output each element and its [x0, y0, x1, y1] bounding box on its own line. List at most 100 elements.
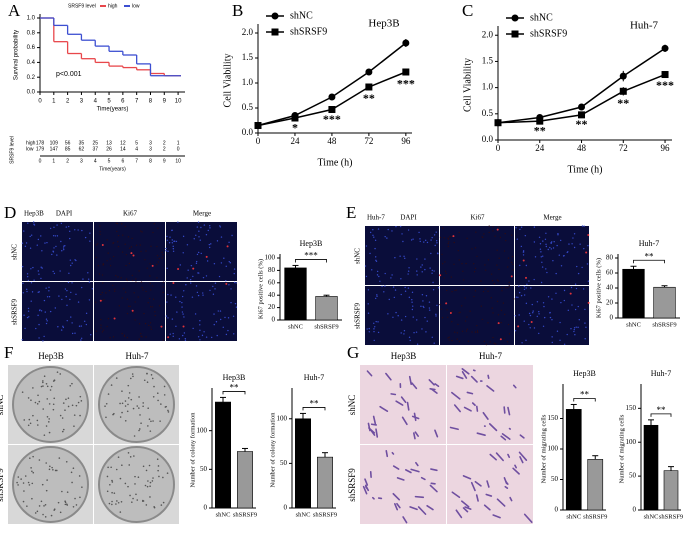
colony: [71, 382, 73, 385]
nucleus: [506, 341, 509, 343]
nucleus: [179, 300, 181, 303]
migrated-cell: [462, 475, 472, 480]
significance-bracket: [302, 407, 326, 411]
nucleus: [208, 243, 211, 246]
chart-title: Huh-7: [651, 369, 671, 378]
nucleus: [37, 270, 40, 272]
ki67-spot: [177, 267, 180, 270]
nucleus: [37, 238, 40, 241]
micrograph: [440, 286, 514, 345]
nucleus: [457, 323, 459, 326]
nucleus: [149, 275, 151, 277]
nucleus: [175, 240, 178, 243]
nucleus: [228, 260, 230, 263]
nucleus: [205, 234, 208, 236]
migrated-cell: [482, 411, 489, 420]
nucleus: [59, 270, 61, 272]
significance: ***: [323, 112, 341, 126]
colony: [43, 375, 46, 378]
migrated-cell: [391, 451, 395, 455]
nucleus: [235, 282, 237, 284]
colony: [66, 491, 69, 493]
colony: [127, 485, 129, 488]
nucleus: [473, 263, 475, 265]
nucleus: [464, 297, 466, 299]
nucleus: [49, 310, 52, 313]
nucleus: [169, 236, 171, 238]
migrated-cell: [503, 406, 506, 414]
y-tick-label: 0.5: [482, 108, 494, 118]
colony: [57, 501, 60, 504]
nucleus: [152, 298, 155, 300]
marker: [661, 44, 669, 52]
colony: [30, 467, 32, 469]
nucleus: [91, 288, 94, 290]
nucleus: [563, 343, 566, 345]
colony: [137, 476, 140, 479]
nucleus: [199, 329, 201, 332]
nucleus: [116, 230, 118, 233]
risk-x-label: 7: [135, 158, 138, 164]
nucleus: [48, 286, 50, 289]
nucleus: [375, 259, 377, 261]
legend-label: shNC: [290, 10, 313, 21]
nucleus: [156, 277, 158, 279]
nucleus: [556, 244, 558, 247]
colony: [73, 425, 75, 427]
nucleus: [500, 309, 503, 312]
nucleus: [126, 298, 129, 300]
y-tick-label: 50: [280, 459, 288, 467]
micrograph: [22, 222, 93, 281]
nucleus: [167, 250, 169, 253]
nucleus: [181, 301, 183, 304]
nucleus: [60, 329, 63, 331]
nucleus: [123, 334, 126, 336]
colony: [37, 424, 39, 426]
colony: [22, 500, 25, 503]
y-tick-label: 80: [606, 254, 614, 262]
nucleus: [150, 326, 152, 328]
colony: [121, 464, 123, 467]
y-tick-label: 40: [268, 291, 276, 299]
nucleus: [466, 316, 468, 318]
colony: [107, 466, 109, 469]
nucleus: [70, 316, 72, 318]
nucleus: [510, 234, 513, 236]
nucleus: [375, 320, 377, 323]
nucleus: [196, 226, 199, 228]
colony: [146, 485, 149, 488]
colony: [42, 381, 44, 384]
nucleus: [215, 321, 218, 323]
chart-title: Huh-7: [304, 373, 324, 382]
nucleus: [458, 340, 461, 343]
ki67-spot: [172, 281, 175, 284]
nucleus: [197, 336, 200, 338]
nucleus: [171, 242, 174, 244]
nucleus: [475, 231, 477, 233]
migrated-cell: [364, 478, 369, 486]
nucleus: [99, 233, 101, 236]
colony: [127, 452, 130, 454]
colony: [69, 384, 72, 387]
nucleus: [30, 268, 32, 270]
nucleus: [528, 312, 531, 315]
colony: [48, 431, 51, 434]
colony: [40, 385, 43, 388]
nucleus: [220, 236, 223, 238]
migrated-cell: [426, 504, 434, 511]
nucleus: [551, 298, 553, 300]
risk-count: 4: [135, 146, 138, 152]
risk-count: 178: [36, 140, 45, 146]
nucleus: [441, 317, 444, 319]
y-axis-label: Number of colony formation: [189, 412, 196, 488]
colony: [37, 394, 39, 397]
column-label: Merge: [193, 210, 211, 218]
colony: [62, 402, 65, 404]
ki67-spot: [192, 267, 195, 270]
nucleus: [102, 263, 105, 265]
risk-count: 1: [177, 140, 180, 146]
nucleus: [563, 289, 566, 292]
nucleus: [566, 333, 568, 336]
colony: [67, 405, 70, 408]
colony: [49, 389, 52, 391]
